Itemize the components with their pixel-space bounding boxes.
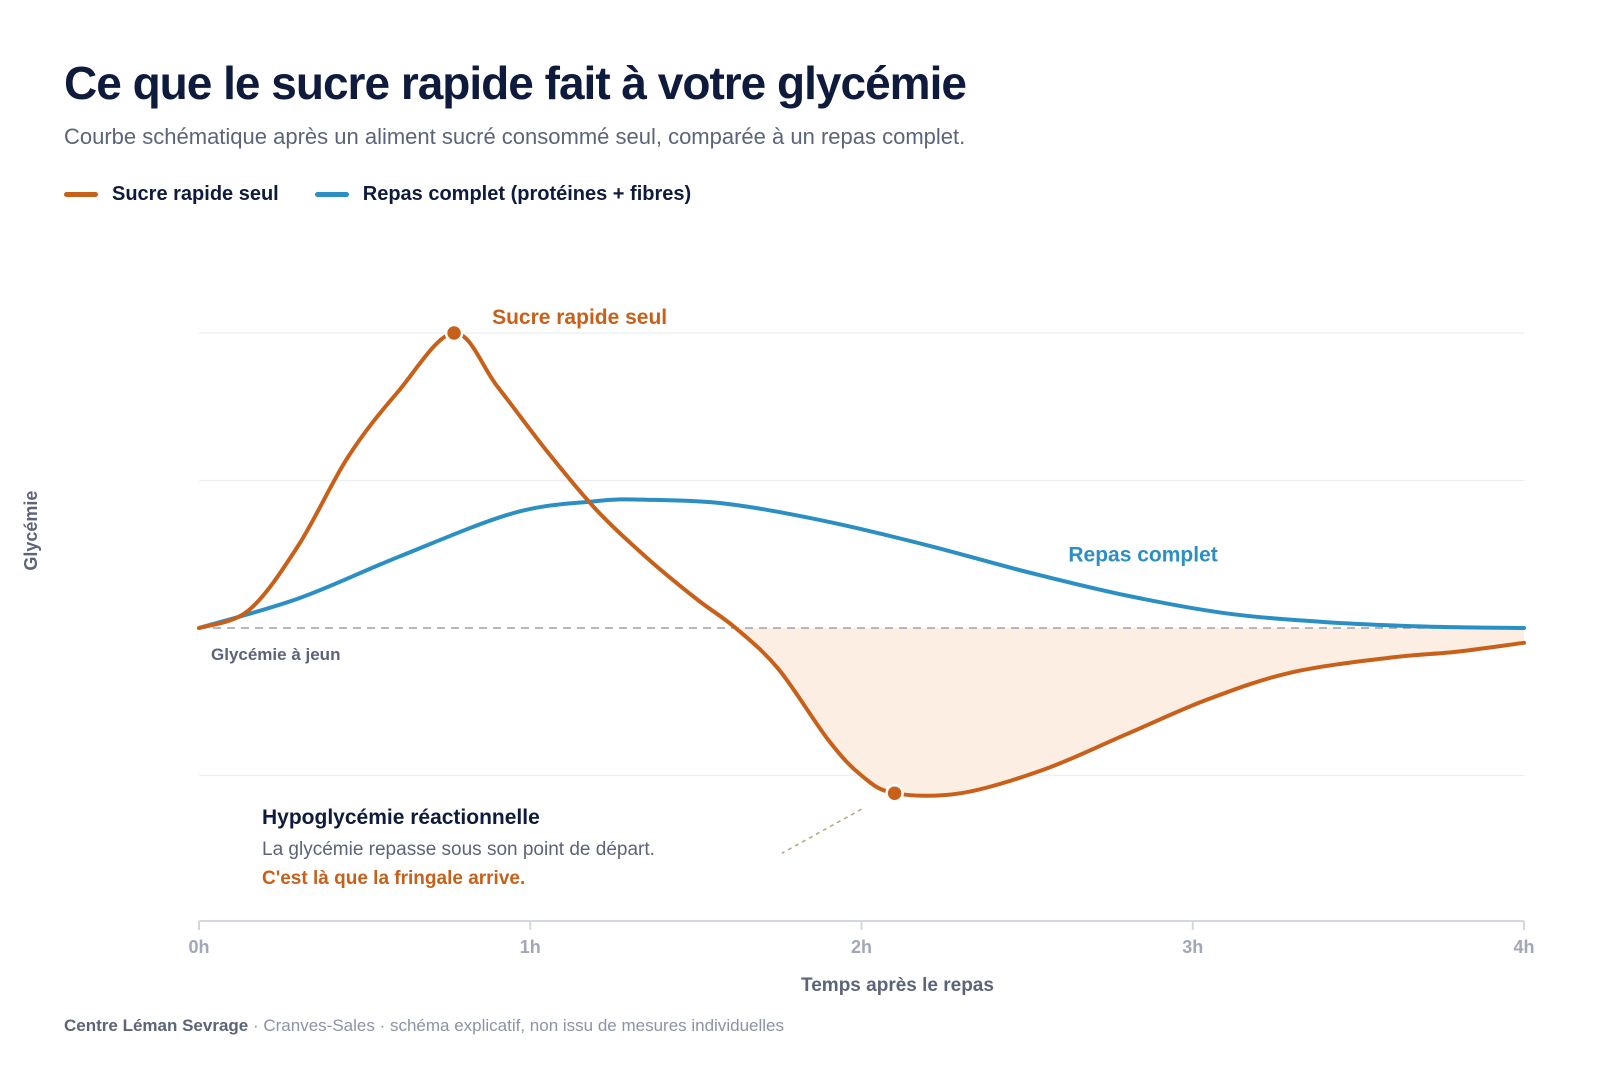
- legend-swatch-repas: [314, 192, 349, 197]
- footer-source: Centre Léman Sevrage · Cranves-Sales · s…: [64, 1016, 784, 1036]
- annotation-title: Hypoglycémie réactionnelle: [262, 806, 540, 829]
- legend-label-sucre: Sucre rapide seul: [112, 183, 279, 205]
- annotation-highlight: C'est là que la fringale arrive.: [262, 868, 525, 889]
- peak-label-sucre: Sucre rapide seul: [492, 306, 667, 329]
- legend-item-sucre: Sucre rapide seul: [64, 183, 279, 206]
- legend-item-repas: Repas complet (protéines + fibres): [314, 183, 692, 206]
- legend-label-repas: Repas complet (protéines + fibres): [362, 183, 692, 205]
- x-tick-label: 1h: [520, 937, 541, 957]
- series-line-repas-complet: [197, 497, 1526, 630]
- page-title: Ce que le sucre rapide fait à votre glyc…: [64, 57, 967, 109]
- legend: Sucre rapide seul Repas complet (protéin…: [64, 183, 691, 206]
- y-axis-label: Glycémie: [21, 491, 41, 571]
- footer-org: Centre Léman Sevrage: [64, 1016, 249, 1035]
- annotation-text: La glycémie repasse sous son point de dé…: [262, 839, 655, 860]
- page-subtitle: Courbe schématique après un aliment sucr…: [64, 124, 966, 149]
- x-ticks: 0h 1h 2h 3h 4h: [188, 921, 1535, 957]
- trough-marker: [885, 783, 904, 803]
- footer-note: · Cranves-Sales · schéma explicatif, non…: [248, 1016, 784, 1035]
- x-tick-label: 3h: [1182, 937, 1203, 957]
- x-tick-label: 2h: [851, 937, 872, 957]
- annotation-leader-line: [781, 808, 862, 854]
- hypoglycemia-area: [735, 628, 1524, 796]
- series-line-sucre-rapide: [197, 331, 1526, 798]
- x-tick-label: 4h: [1513, 937, 1534, 957]
- fasting-baseline-label: Glycémie à jeun: [211, 645, 340, 664]
- legend-swatch-sucre: [64, 192, 98, 197]
- peak-marker: [444, 323, 464, 343]
- x-axis-label: Temps après le repas: [801, 975, 994, 996]
- x-tick-label: 0h: [188, 937, 209, 957]
- series-label-repas: Repas complet: [1068, 543, 1217, 566]
